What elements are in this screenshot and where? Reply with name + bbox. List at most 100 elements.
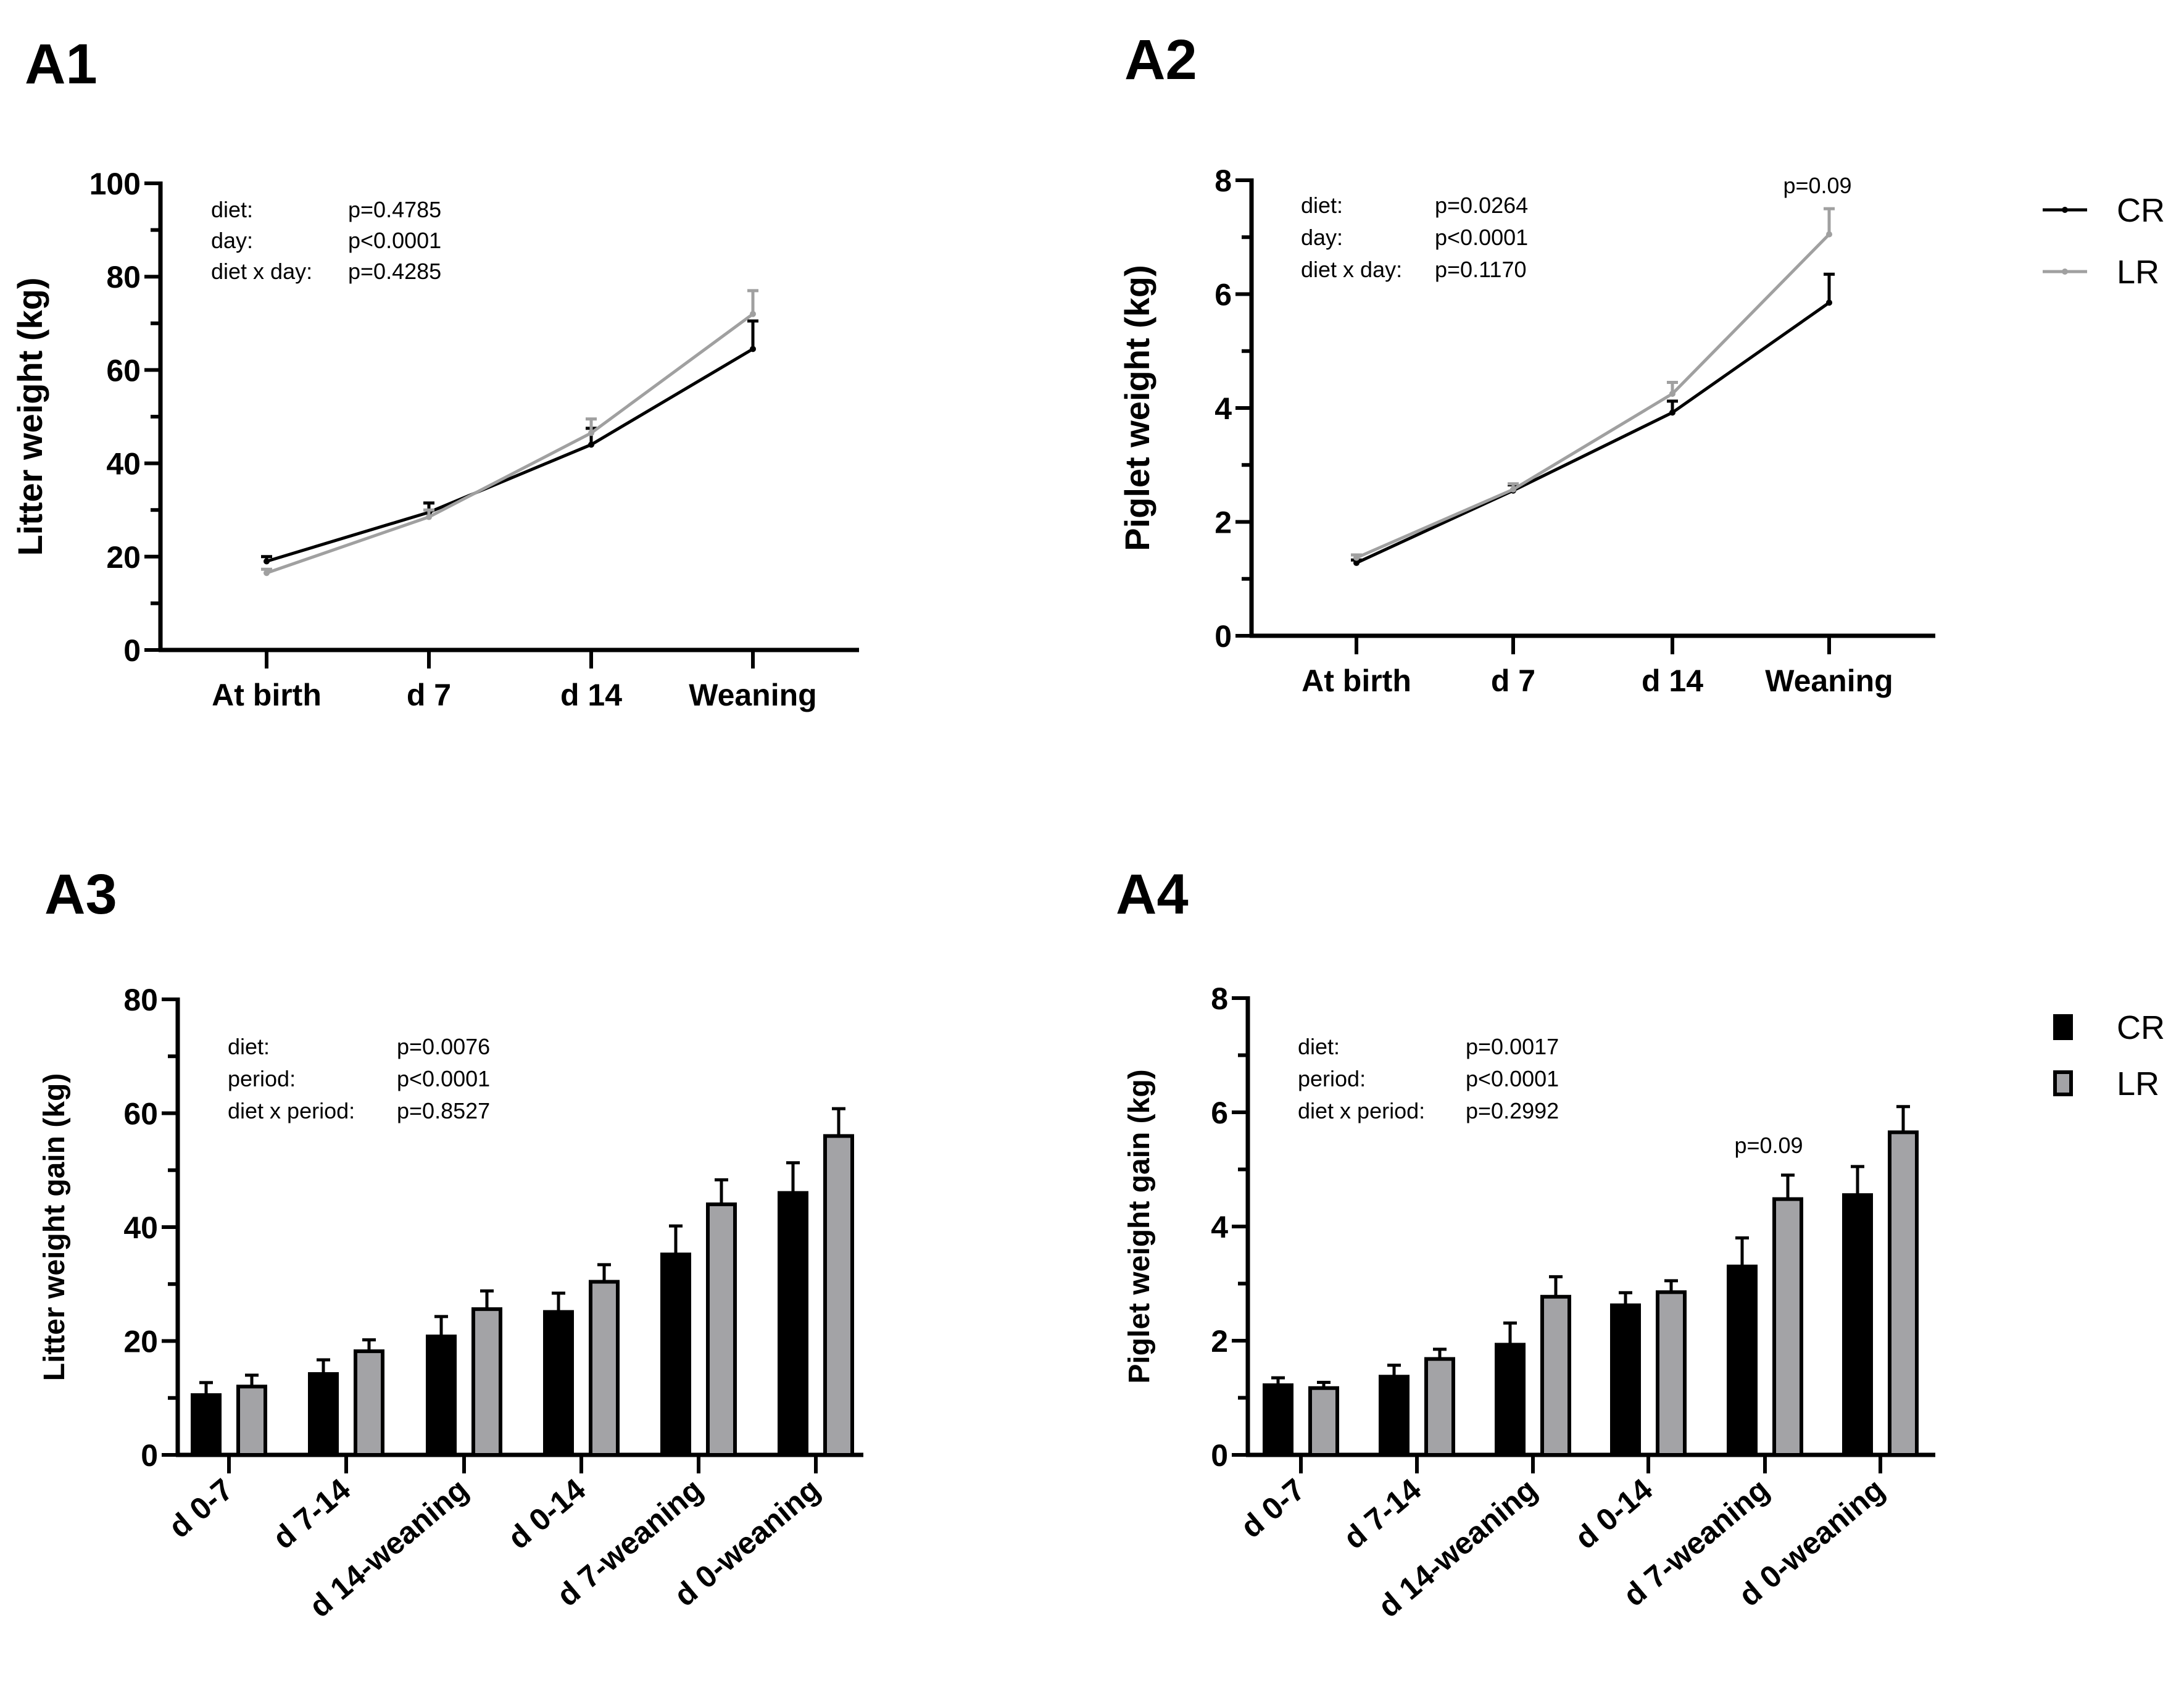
bar-cr — [543, 1310, 574, 1457]
legend-marker — [2062, 207, 2068, 213]
bar-lr — [1308, 1386, 1339, 1457]
legend-label: LR — [2117, 1065, 2159, 1102]
data-point — [1353, 559, 1360, 566]
x-tick-label: Weaning — [1765, 664, 1893, 698]
annotation: p=0.09 — [1783, 173, 1851, 198]
stat-value: p=0.4285 — [348, 259, 441, 284]
y-tick-label: 40 — [106, 447, 141, 481]
stat-label: diet: — [1301, 193, 1343, 218]
y-tick-label: 60 — [123, 1097, 158, 1131]
panel-label: A4 — [1116, 863, 1189, 926]
bar-lr — [1540, 1294, 1571, 1457]
x-tick-label: d 0-7 — [1234, 1472, 1311, 1545]
y-axis-title: Litter weight (kg) — [10, 277, 49, 556]
y-axis-title: Piglet weight gain (kg) — [1123, 1069, 1156, 1383]
y-tick-label: 6 — [1211, 1096, 1228, 1130]
x-tick-label: d 7 — [407, 678, 451, 712]
legend-marker — [2062, 269, 2068, 275]
bar-lr — [706, 1202, 737, 1457]
stat-label: diet: — [228, 1034, 270, 1059]
stat-value: p<0.0001 — [348, 228, 441, 253]
series-line-lr — [266, 312, 754, 575]
bar-lr — [589, 1280, 620, 1457]
data-point — [750, 346, 756, 352]
stat-label: day: — [1301, 225, 1343, 250]
y-tick-label: 8 — [1214, 164, 1232, 198]
stat-label: diet x period: — [228, 1098, 355, 1123]
legend-label: LR — [2117, 254, 2159, 291]
stat-value: p=0.0264 — [1435, 193, 1528, 218]
stat-value: p<0.0001 — [1435, 225, 1528, 250]
y-tick-label: 80 — [106, 260, 141, 294]
data-point — [1669, 390, 1675, 397]
series-line-cr — [1355, 301, 1830, 565]
data-point — [588, 441, 594, 448]
bar-cr — [1263, 1383, 1293, 1457]
x-tick-label: d 0-7 — [162, 1472, 239, 1545]
panel-label: A3 — [44, 863, 117, 926]
chart-a3: A3 0 20 40 60 80 Litter weight gain (kg) d 0-7 d… — [38, 863, 863, 1624]
bar-lr — [354, 1349, 384, 1457]
bar-cr — [1379, 1375, 1410, 1457]
stat-label: diet x period: — [1298, 1098, 1425, 1123]
data-point — [588, 430, 594, 436]
bar-cr — [778, 1191, 808, 1457]
data-point — [1826, 299, 1832, 306]
bar-lr — [1888, 1130, 1919, 1457]
stat-label: diet x day: — [211, 259, 312, 284]
x-tick-label: d 0-14 — [1568, 1472, 1659, 1555]
y-axis-title: Piglet weight (kg) — [1118, 265, 1156, 551]
series-line-cr — [266, 348, 754, 563]
stat-value: p=0.8527 — [397, 1098, 490, 1123]
stat-value: p=0.0076 — [397, 1034, 490, 1059]
stat-label: day: — [211, 228, 253, 253]
y-tick-label: 20 — [123, 1325, 158, 1359]
bar-lr — [823, 1134, 854, 1457]
y-tick-label: 0 — [141, 1438, 158, 1473]
annotation: p=0.09 — [1734, 1133, 1803, 1158]
legend-label: CR — [2117, 1009, 2165, 1046]
x-tick-label: d 14 — [1642, 664, 1703, 698]
chart-a4: A4 0 2 4 6 8 Piglet weight gain (kg) d 0-7 d 7-1… — [1116, 863, 2165, 1624]
bar-cr — [660, 1252, 691, 1457]
stat-value: p=0.0017 — [1466, 1034, 1559, 1059]
data-point — [426, 514, 432, 520]
legend-label: CR — [2117, 192, 2165, 229]
bar-lr — [236, 1385, 267, 1457]
x-tick-label: At birth — [212, 678, 322, 712]
data-point — [1669, 409, 1675, 416]
bar-cr — [426, 1335, 457, 1457]
y-tick-label: 80 — [123, 983, 158, 1017]
x-tick-label: Weaning — [689, 678, 816, 712]
y-tick-label: 6 — [1214, 278, 1232, 312]
legend-swatch-lr — [2053, 1070, 2073, 1096]
stat-label: period: — [228, 1066, 296, 1091]
stat-value: p<0.0001 — [1466, 1066, 1559, 1091]
y-tick-label: 4 — [1214, 391, 1232, 426]
stat-value: p<0.0001 — [397, 1066, 490, 1091]
y-tick-label: 60 — [106, 353, 141, 388]
chart-a2: A2 0 2 4 6 8 Piglet weight (kg) At birth d 7 d 14… — [1118, 28, 2165, 698]
data-point — [750, 310, 756, 317]
y-tick-label: 0 — [1214, 619, 1232, 654]
stat-label: period: — [1298, 1066, 1366, 1091]
bar-lr — [1656, 1290, 1687, 1457]
bar-lr — [1424, 1357, 1455, 1457]
stat-label: diet: — [211, 197, 253, 222]
bar-cr — [308, 1372, 339, 1457]
y-axis-title: Litter weight gain (kg) — [38, 1073, 71, 1381]
data-point — [1510, 486, 1516, 493]
y-tick-label: 0 — [1211, 1438, 1228, 1473]
bar-lr — [1772, 1197, 1803, 1457]
y-tick-label: 100 — [89, 167, 141, 201]
stat-label: diet: — [1298, 1034, 1340, 1059]
panel-label: A1 — [25, 33, 98, 96]
y-tick-label: 8 — [1211, 981, 1228, 1016]
stat-value: p=0.4785 — [348, 197, 441, 222]
y-tick-label: 40 — [123, 1210, 158, 1245]
bar-cr — [191, 1393, 222, 1457]
bar-cr — [1495, 1343, 1526, 1457]
bar-cr — [1610, 1303, 1641, 1457]
panel-label: A2 — [1124, 28, 1197, 91]
